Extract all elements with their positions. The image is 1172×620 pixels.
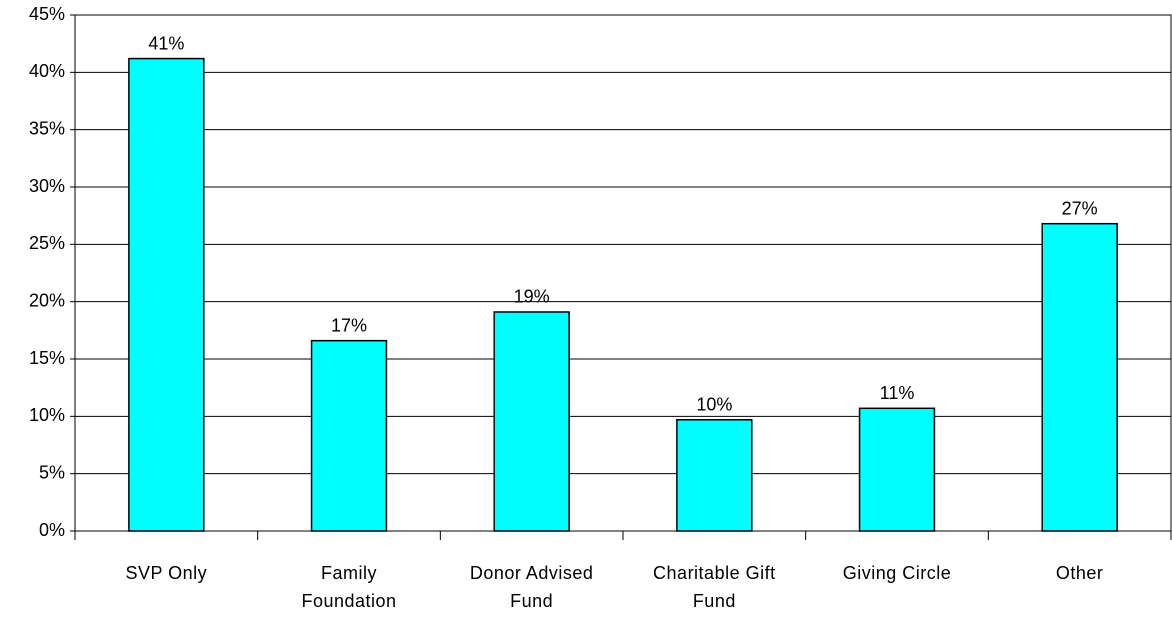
x-tick-label: SVP Only (125, 563, 208, 583)
x-tick-label: Giving Circle (842, 563, 952, 583)
bar (310, 339, 388, 532)
x-tick-label: Family Foundation (301, 563, 397, 611)
y-tick-label: 45% (29, 4, 65, 24)
y-tick-label: 0% (39, 520, 65, 540)
x-tick-label: Other (1055, 563, 1104, 583)
data-label: 41% (148, 33, 184, 53)
bar (676, 419, 753, 532)
y-tick-label: 30% (29, 176, 65, 196)
data-label: 17% (331, 315, 367, 335)
data-label: 10% (696, 395, 732, 415)
x-tick-label: Charitable Gift Fund (653, 563, 776, 611)
y-tick-label: 10% (29, 405, 65, 425)
y-tick-label: 25% (29, 233, 65, 253)
y-tick-label: 5% (39, 462, 65, 482)
bar (1041, 222, 1118, 532)
bar (128, 57, 205, 532)
x-tick-label: Donor Advised Fund (469, 563, 594, 611)
y-tick-label: 20% (29, 290, 65, 310)
data-label: 11% (880, 383, 915, 403)
y-tick-label: 40% (29, 61, 65, 81)
plot-border (74, 14, 1172, 532)
bar (858, 407, 936, 532)
bar (493, 311, 570, 532)
y-tick-label: 35% (29, 118, 65, 138)
data-label: 27% (1062, 198, 1098, 218)
data-label: 19% (514, 287, 550, 307)
y-tick-label: 15% (29, 348, 65, 368)
